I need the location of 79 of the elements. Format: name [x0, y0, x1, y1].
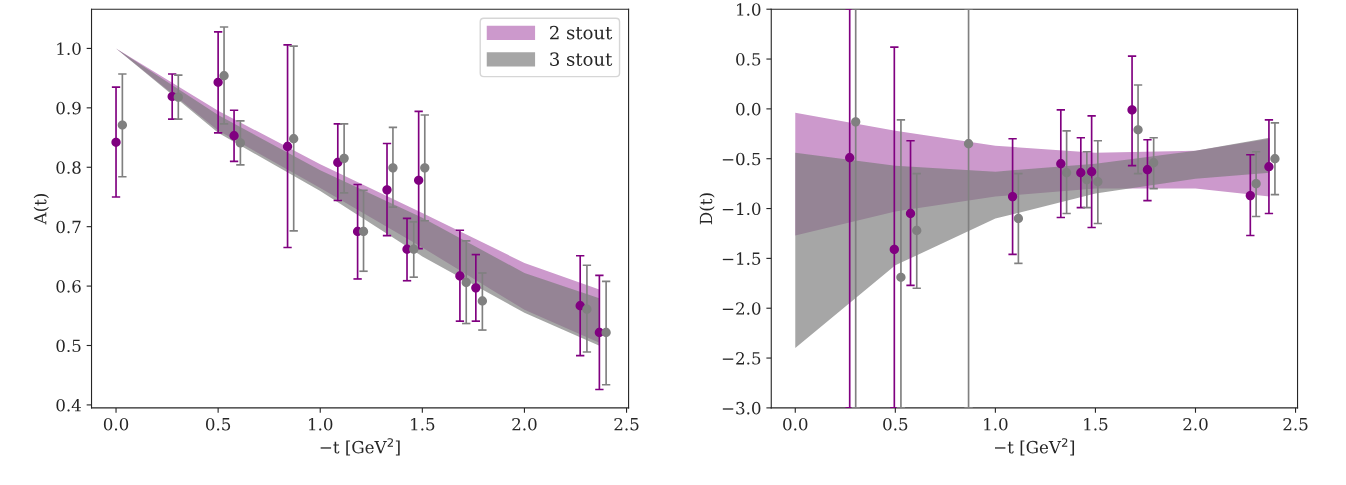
point: [1127, 105, 1137, 115]
point: [229, 131, 239, 141]
x-tick-label: 0.0: [783, 417, 808, 431]
y-tick-label: −2.5: [722, 352, 761, 365]
point: [420, 163, 430, 173]
point: [582, 304, 592, 314]
point: [1270, 154, 1280, 164]
point: [1245, 190, 1255, 201]
x-tick-label: 2.5: [614, 417, 639, 431]
y-tick-label: 0.7: [56, 220, 81, 234]
point: [414, 175, 424, 185]
point: [455, 271, 465, 281]
y-tick-label: 0.8: [56, 161, 81, 174]
y-tick-label: 1.0: [57, 42, 81, 55]
point: [1149, 158, 1159, 168]
point: [117, 120, 128, 130]
point: [1056, 159, 1066, 169]
y-tick-label: 0.9: [56, 101, 81, 115]
point: [905, 208, 916, 219]
y-tick-label: −1.0: [722, 202, 761, 216]
point: [1013, 213, 1024, 224]
x-tick-label: 1.5: [411, 417, 435, 431]
x-tick-label: 0.5: [883, 417, 908, 431]
y-tick-label: −0.5: [722, 152, 761, 166]
point: [851, 117, 861, 127]
point: [1133, 125, 1143, 135]
point: [896, 272, 906, 282]
point: [1142, 165, 1153, 175]
x-tick-label: 2.0: [512, 417, 537, 431]
point: [213, 77, 223, 87]
y-tick-label: 0.6: [56, 280, 81, 293]
x-tick-label: 2.5: [1283, 417, 1308, 431]
x-tick-label: 1.0: [309, 417, 333, 431]
point: [235, 138, 246, 148]
point: [845, 153, 855, 163]
y-tick-label: 0.4: [56, 398, 81, 412]
point: [889, 244, 899, 255]
point: [388, 163, 398, 173]
point: [358, 226, 369, 237]
point: [219, 71, 229, 81]
y-tick-label: −2.0: [722, 302, 761, 315]
legend-label: 2 stout: [550, 25, 613, 40]
point: [1093, 176, 1103, 187]
x-tick-label: 1.0: [984, 417, 1008, 431]
point: [282, 141, 293, 152]
point: [1076, 168, 1086, 178]
point: [111, 137, 121, 147]
y-tick-label: −1.5: [722, 252, 761, 265]
point: [1264, 162, 1274, 172]
x-axis-title: −t [GeV$^{2}$]: [995, 438, 1075, 456]
point: [461, 277, 471, 288]
point: [1007, 191, 1018, 202]
point: [289, 134, 299, 144]
x-axis-title: −t [GeV$^{2}$]: [320, 438, 400, 456]
y-tick-label: 1.0: [737, 3, 761, 16]
point: [409, 244, 419, 254]
point: [601, 327, 611, 338]
y-axis-title: A(t): [33, 194, 49, 225]
y-tick-label: 0.5: [56, 339, 81, 353]
x-tick-label: 1.5: [1084, 417, 1108, 431]
point: [1086, 167, 1097, 177]
point: [339, 153, 349, 163]
point: [1082, 174, 1092, 185]
point: [471, 283, 481, 293]
y-tick-label: 0.5: [736, 53, 761, 66]
point: [912, 225, 922, 236]
point: [1061, 168, 1072, 178]
point: [1251, 178, 1261, 189]
x-tick-label: 0.0: [103, 417, 129, 431]
y-tick-label: −3.0: [722, 401, 761, 415]
x-tick-label: 2.0: [1183, 417, 1208, 431]
x-tick-label: 0.5: [205, 417, 231, 431]
point: [382, 185, 392, 195]
point: [963, 139, 974, 149]
legend-label: 3 stout: [550, 52, 613, 66]
point: [173, 92, 183, 102]
y-axis-title: D(t): [699, 193, 715, 225]
point: [477, 296, 488, 306]
y-tick-label: 0.0: [736, 102, 761, 116]
